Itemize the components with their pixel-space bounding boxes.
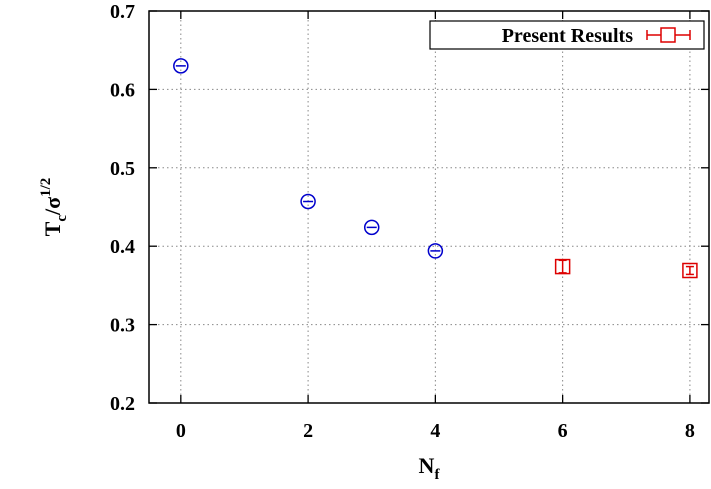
grid xyxy=(149,11,709,403)
y-tick-label: 0.5 xyxy=(110,158,135,180)
y-tick-label: 0.2 xyxy=(110,393,135,415)
x-axis-title-sub: f xyxy=(434,467,440,483)
y-tick-label: 0.4 xyxy=(110,236,135,258)
x-tick-label: 2 xyxy=(303,420,313,442)
legend-marker xyxy=(646,27,691,43)
y-tick-labels: 0.2 0.3 0.4 0.5 0.6 0.7 xyxy=(110,1,135,415)
y-axis-title-main: T xyxy=(40,221,65,236)
data-points xyxy=(173,58,698,279)
circle-data-point xyxy=(427,243,444,259)
x-tick-label: 6 xyxy=(558,420,568,442)
y-axis-title-sup: 1/2 xyxy=(38,178,54,197)
point-marker xyxy=(682,262,698,279)
x-tick-label: 4 xyxy=(430,420,440,442)
x-axis-title: Nf xyxy=(419,453,441,483)
square-data-point xyxy=(682,262,698,279)
circle-data-point xyxy=(173,58,189,74)
circle-data-point xyxy=(363,219,380,236)
plot-frame xyxy=(148,10,710,404)
point-marker xyxy=(363,219,380,236)
ticks xyxy=(149,10,709,404)
point-marker xyxy=(427,243,444,259)
legend-square xyxy=(660,27,676,43)
y-tick-label: 0.6 xyxy=(110,79,135,101)
legend-box xyxy=(429,20,705,50)
y-tick-label: 0.7 xyxy=(110,1,135,23)
circle-data-point xyxy=(300,193,316,210)
y-axis-title-sub: c xyxy=(54,215,70,222)
y-axis-title-mid: /σ xyxy=(40,197,65,216)
x-tick-label: 0 xyxy=(176,420,186,442)
x-tick-labels: 0 2 4 6 8 xyxy=(176,420,695,442)
legend-label: Present Results xyxy=(502,25,633,47)
y-tick-label: 0.3 xyxy=(110,315,135,337)
square-data-point xyxy=(554,258,571,275)
legend: Present Results xyxy=(429,20,705,50)
x-tick-label: 8 xyxy=(685,420,695,442)
point-marker xyxy=(300,193,316,210)
x-axis-title-main: N xyxy=(419,453,435,478)
point-marker xyxy=(173,58,189,74)
y-axis-title: Tc/σ1/2 xyxy=(38,178,70,237)
